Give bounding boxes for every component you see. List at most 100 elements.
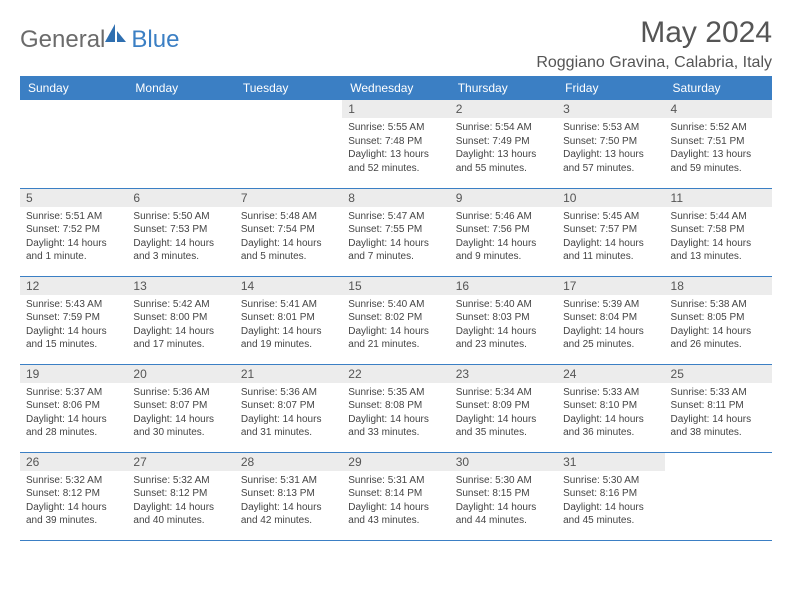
daylight-text: Daylight: 14 hours and 33 minutes. xyxy=(348,413,443,440)
sunset-text: Sunset: 7:48 PM xyxy=(348,135,443,149)
day-detail: Sunrise: 5:33 AMSunset: 8:10 PMDaylight:… xyxy=(557,383,664,444)
day-detail: Sunrise: 5:45 AMSunset: 7:57 PMDaylight:… xyxy=(557,207,664,268)
day-detail: Sunrise: 5:50 AMSunset: 7:53 PMDaylight:… xyxy=(127,207,234,268)
day-detail: Sunrise: 5:46 AMSunset: 7:56 PMDaylight:… xyxy=(450,207,557,268)
sunrise-text: Sunrise: 5:43 AM xyxy=(26,298,121,312)
sunrise-text: Sunrise: 5:33 AM xyxy=(671,386,766,400)
calendar-cell: 24Sunrise: 5:33 AMSunset: 8:10 PMDayligh… xyxy=(557,364,664,452)
sunset-text: Sunset: 7:56 PM xyxy=(456,223,551,237)
day-number: 28 xyxy=(235,453,342,471)
daylight-text: Daylight: 14 hours and 43 minutes. xyxy=(348,501,443,528)
day-number: 31 xyxy=(557,453,664,471)
calendar-cell: 25Sunrise: 5:33 AMSunset: 8:11 PMDayligh… xyxy=(665,364,772,452)
daylight-text: Daylight: 13 hours and 57 minutes. xyxy=(563,148,658,175)
sunrise-text: Sunrise: 5:51 AM xyxy=(26,210,121,224)
calendar-cell: 17Sunrise: 5:39 AMSunset: 8:04 PMDayligh… xyxy=(557,276,664,364)
day-header: Thursday xyxy=(450,76,557,100)
day-detail: Sunrise: 5:47 AMSunset: 7:55 PMDaylight:… xyxy=(342,207,449,268)
sunrise-text: Sunrise: 5:44 AM xyxy=(671,210,766,224)
day-detail: Sunrise: 5:37 AMSunset: 8:06 PMDaylight:… xyxy=(20,383,127,444)
sunrise-text: Sunrise: 5:36 AM xyxy=(241,386,336,400)
calendar-cell: 28Sunrise: 5:31 AMSunset: 8:13 PMDayligh… xyxy=(235,452,342,540)
day-header: Sunday xyxy=(20,76,127,100)
day-number: 17 xyxy=(557,277,664,295)
day-number: 25 xyxy=(665,365,772,383)
daylight-text: Daylight: 14 hours and 45 minutes. xyxy=(563,501,658,528)
day-detail: Sunrise: 5:36 AMSunset: 8:07 PMDaylight:… xyxy=(127,383,234,444)
day-detail: Sunrise: 5:30 AMSunset: 8:16 PMDaylight:… xyxy=(557,471,664,532)
calendar-cell: 14Sunrise: 5:41 AMSunset: 8:01 PMDayligh… xyxy=(235,276,342,364)
calendar-cell: 22Sunrise: 5:35 AMSunset: 8:08 PMDayligh… xyxy=(342,364,449,452)
day-number: 27 xyxy=(127,453,234,471)
sunset-text: Sunset: 8:15 PM xyxy=(456,487,551,501)
calendar-cell xyxy=(235,100,342,188)
logo-text-1: General xyxy=(20,26,105,54)
sunset-text: Sunset: 8:03 PM xyxy=(456,311,551,325)
daylight-text: Daylight: 13 hours and 59 minutes. xyxy=(671,148,766,175)
sunrise-text: Sunrise: 5:54 AM xyxy=(456,121,551,135)
day-number: 16 xyxy=(450,277,557,295)
sail-icon xyxy=(105,24,127,44)
daylight-text: Daylight: 13 hours and 55 minutes. xyxy=(456,148,551,175)
sunset-text: Sunset: 8:05 PM xyxy=(671,311,766,325)
sunset-text: Sunset: 7:52 PM xyxy=(26,223,121,237)
sunrise-text: Sunrise: 5:30 AM xyxy=(456,474,551,488)
title-block: May 2024 Roggiano Gravina, Calabria, Ita… xyxy=(536,16,772,72)
calendar-cell: 19Sunrise: 5:37 AMSunset: 8:06 PMDayligh… xyxy=(20,364,127,452)
day-detail: Sunrise: 5:34 AMSunset: 8:09 PMDaylight:… xyxy=(450,383,557,444)
day-detail: Sunrise: 5:36 AMSunset: 8:07 PMDaylight:… xyxy=(235,383,342,444)
day-detail: Sunrise: 5:41 AMSunset: 8:01 PMDaylight:… xyxy=(235,295,342,356)
sunrise-text: Sunrise: 5:55 AM xyxy=(348,121,443,135)
sunrise-text: Sunrise: 5:31 AM xyxy=(241,474,336,488)
daylight-text: Daylight: 14 hours and 1 minute. xyxy=(26,237,121,264)
sunset-text: Sunset: 8:08 PM xyxy=(348,399,443,413)
day-detail: Sunrise: 5:31 AMSunset: 8:14 PMDaylight:… xyxy=(342,471,449,532)
sunset-text: Sunset: 8:01 PM xyxy=(241,311,336,325)
day-detail: Sunrise: 5:35 AMSunset: 8:08 PMDaylight:… xyxy=(342,383,449,444)
calendar-cell: 27Sunrise: 5:32 AMSunset: 8:12 PMDayligh… xyxy=(127,452,234,540)
logo-text-2: Blue xyxy=(131,26,179,54)
day-number: 10 xyxy=(557,189,664,207)
day-header: Monday xyxy=(127,76,234,100)
day-detail: Sunrise: 5:51 AMSunset: 7:52 PMDaylight:… xyxy=(20,207,127,268)
sunset-text: Sunset: 7:59 PM xyxy=(26,311,121,325)
day-number: 26 xyxy=(20,453,127,471)
day-number: 9 xyxy=(450,189,557,207)
day-number: 7 xyxy=(235,189,342,207)
daylight-text: Daylight: 14 hours and 28 minutes. xyxy=(26,413,121,440)
day-number: 2 xyxy=(450,100,557,118)
daylight-text: Daylight: 14 hours and 17 minutes. xyxy=(133,325,228,352)
calendar-cell xyxy=(665,452,772,540)
day-number: 8 xyxy=(342,189,449,207)
sunrise-text: Sunrise: 5:33 AM xyxy=(563,386,658,400)
calendar-cell: 18Sunrise: 5:38 AMSunset: 8:05 PMDayligh… xyxy=(665,276,772,364)
sunrise-text: Sunrise: 5:47 AM xyxy=(348,210,443,224)
sunset-text: Sunset: 8:09 PM xyxy=(456,399,551,413)
sunrise-text: Sunrise: 5:30 AM xyxy=(563,474,658,488)
sunrise-text: Sunrise: 5:39 AM xyxy=(563,298,658,312)
daylight-text: Daylight: 13 hours and 52 minutes. xyxy=(348,148,443,175)
sunrise-text: Sunrise: 5:32 AM xyxy=(26,474,121,488)
sunrise-text: Sunrise: 5:32 AM xyxy=(133,474,228,488)
day-number: 29 xyxy=(342,453,449,471)
calendar-week: 1Sunrise: 5:55 AMSunset: 7:48 PMDaylight… xyxy=(20,100,772,188)
day-number: 20 xyxy=(127,365,234,383)
calendar-table: SundayMondayTuesdayWednesdayThursdayFrid… xyxy=(20,76,772,541)
daylight-text: Daylight: 14 hours and 42 minutes. xyxy=(241,501,336,528)
day-detail: Sunrise: 5:38 AMSunset: 8:05 PMDaylight:… xyxy=(665,295,772,356)
day-number: 21 xyxy=(235,365,342,383)
month-title: May 2024 xyxy=(536,16,772,50)
calendar-head: SundayMondayTuesdayWednesdayThursdayFrid… xyxy=(20,76,772,100)
sunrise-text: Sunrise: 5:34 AM xyxy=(456,386,551,400)
sunrise-text: Sunrise: 5:50 AM xyxy=(133,210,228,224)
day-number: 6 xyxy=(127,189,234,207)
calendar-cell: 9Sunrise: 5:46 AMSunset: 7:56 PMDaylight… xyxy=(450,188,557,276)
calendar-week: 5Sunrise: 5:51 AMSunset: 7:52 PMDaylight… xyxy=(20,188,772,276)
day-detail: Sunrise: 5:40 AMSunset: 8:03 PMDaylight:… xyxy=(450,295,557,356)
daylight-text: Daylight: 14 hours and 13 minutes. xyxy=(671,237,766,264)
day-number: 19 xyxy=(20,365,127,383)
daylight-text: Daylight: 14 hours and 30 minutes. xyxy=(133,413,228,440)
daylight-text: Daylight: 14 hours and 40 minutes. xyxy=(133,501,228,528)
sunset-text: Sunset: 8:16 PM xyxy=(563,487,658,501)
sunset-text: Sunset: 8:10 PM xyxy=(563,399,658,413)
